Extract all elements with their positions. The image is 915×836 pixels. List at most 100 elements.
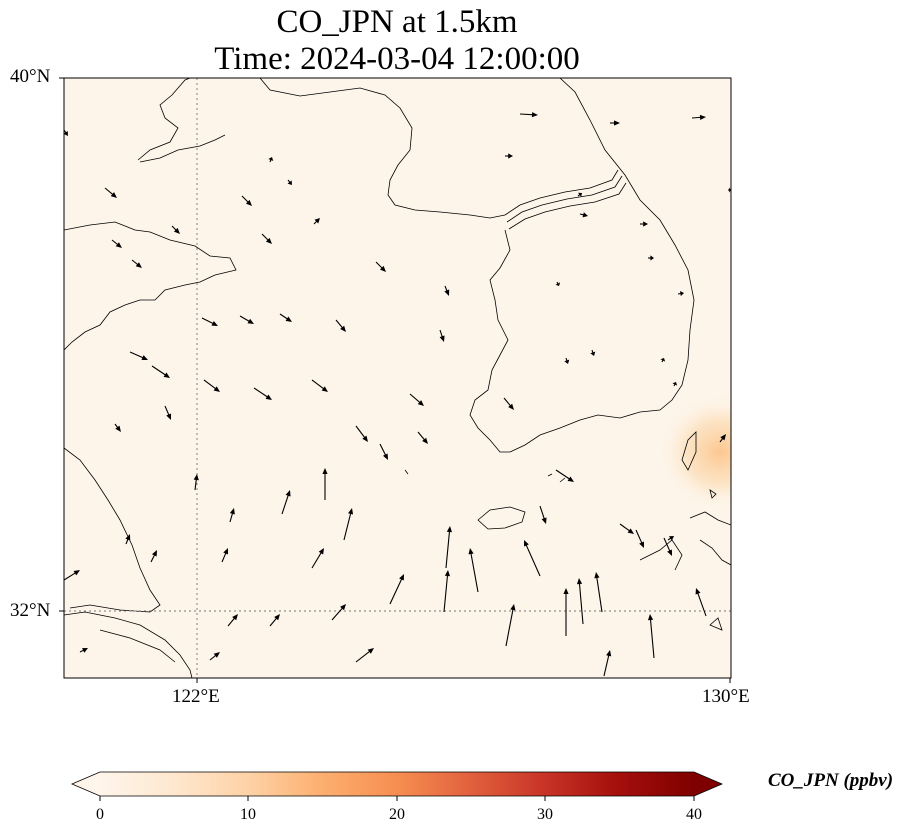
wind-arrow-shaft <box>635 529 644 545</box>
colorbar-tick-30: 30 <box>537 806 553 823</box>
wind-vectors <box>64 112 731 677</box>
wind-arrow-shaft <box>539 505 546 521</box>
wind-arrow-head <box>650 255 654 261</box>
wind-arrow-head <box>64 130 68 136</box>
wind-arrow-head <box>567 476 574 482</box>
lat-label-32n: 32°N <box>10 600 51 621</box>
wind-arrow-shaft <box>129 351 145 360</box>
wind-arrow-shaft <box>649 617 655 659</box>
wind-arrow-head <box>340 325 346 332</box>
wind-arrow-head <box>576 578 583 585</box>
wind-arrow-head <box>314 218 320 224</box>
wind-arrow-head <box>285 316 292 322</box>
wind-arrow-head <box>729 187 731 193</box>
wind-arrow-head <box>265 237 272 244</box>
wind-arrow-head <box>229 508 235 515</box>
wind-arrow-shaft <box>331 606 345 621</box>
wind-arrow-head <box>166 413 172 420</box>
wind-arrow-shaft <box>343 511 352 541</box>
wind-arrow-head <box>582 212 588 218</box>
wind-arrow-head <box>667 549 672 556</box>
gridlines <box>64 78 731 678</box>
wind-arrow-shaft <box>64 571 78 581</box>
colorbar-label: CO_JPN (ppbv) <box>768 770 894 791</box>
wind-arrow-head <box>163 372 170 378</box>
wind-arrow-head <box>151 550 157 557</box>
wind-arrow-shaft <box>445 529 451 569</box>
wind-arrow-head <box>322 468 328 474</box>
wind-arrow-head <box>268 157 274 161</box>
map-title-time: Time: 2024-03-04 12:00:00 <box>214 41 580 77</box>
wind-arrow-head <box>563 588 569 594</box>
wind-arrow-shaft <box>443 573 449 613</box>
wind-arrow-head <box>695 588 701 595</box>
wind-arrow-head <box>439 335 445 342</box>
wind-arrow-shaft <box>203 379 218 391</box>
wind-arrow-head <box>285 490 291 497</box>
wind-arrow-shaft <box>409 393 422 405</box>
wind-arrow-head <box>541 517 547 524</box>
map-frame <box>63 77 732 679</box>
wind-arrow-head <box>141 355 148 360</box>
wind-arrow-head <box>287 180 292 185</box>
wind-arrow-head <box>446 526 453 533</box>
wind-arrow-shaft <box>151 365 168 377</box>
wind-arrow-head <box>213 652 220 658</box>
wind-arrow-head <box>274 614 280 621</box>
wind-arrow-head <box>578 192 582 197</box>
wind-arrow-shaft <box>663 537 672 553</box>
wind-arrow-head <box>668 536 674 541</box>
lat-label-40n: 40°N <box>10 66 51 87</box>
wind-arrow-head <box>444 570 451 577</box>
colorbar <box>70 771 724 801</box>
concentration-field <box>64 78 731 678</box>
colorbar-extend-low <box>72 772 100 796</box>
colorbar-extend-high <box>694 772 722 796</box>
wind-arrow-shaft <box>355 649 372 663</box>
wind-arrow-shaft <box>519 113 535 116</box>
wind-arrow-shaft <box>389 577 403 605</box>
wind-arrow-shaft <box>253 387 270 399</box>
wind-arrow-head <box>399 574 404 581</box>
wind-arrow-head <box>444 289 450 296</box>
wind-arrow-head <box>211 320 218 326</box>
wind-arrow-head <box>245 199 252 206</box>
wind-arrow-head <box>362 435 368 442</box>
colorbar-gradient <box>100 772 694 796</box>
wind-arrow-head <box>193 474 199 481</box>
wind-arrow-head <box>564 359 570 364</box>
wind-arrow-shaft <box>355 425 367 440</box>
wind-arrow-shaft <box>281 493 290 515</box>
co-hotspot <box>658 394 731 510</box>
wind-arrow-head <box>125 534 131 541</box>
lon-label-130e: 130°E <box>702 686 750 707</box>
wind-arrow-head <box>647 614 654 621</box>
wind-arrow-shaft <box>595 575 603 613</box>
wind-arrow-head <box>614 120 620 126</box>
wind-arrow-shaft <box>505 607 514 647</box>
wind-arrow-head <box>417 400 424 406</box>
wind-arrow-head <box>508 153 513 159</box>
coastlines <box>64 78 731 678</box>
wind-arrow-head <box>699 114 706 121</box>
wind-arrow-head <box>73 570 80 576</box>
wind-arrow-head <box>606 650 612 657</box>
lon-label-122e: 122°E <box>172 686 220 707</box>
wind-arrow-head <box>382 453 388 460</box>
wind-arrow-head <box>590 351 596 356</box>
wind-arrow-shaft <box>524 543 541 577</box>
wind-arrow-shaft <box>555 469 572 481</box>
wind-arrow-head <box>639 541 644 548</box>
wind-arrow-head <box>379 265 386 272</box>
wind-arrow-shaft <box>578 581 584 625</box>
wind-arrow-shaft <box>603 653 610 677</box>
wind-arrow-head <box>524 540 529 547</box>
wind-arrow-head <box>82 648 88 653</box>
wind-arrow-head <box>531 112 538 118</box>
wind-arrow-head <box>468 548 474 555</box>
colorbar-tick-40: 40 <box>686 806 702 823</box>
wind-arrow-head <box>422 437 428 444</box>
wind-arrow-head <box>643 221 648 227</box>
wind-arrow-head <box>318 548 324 555</box>
